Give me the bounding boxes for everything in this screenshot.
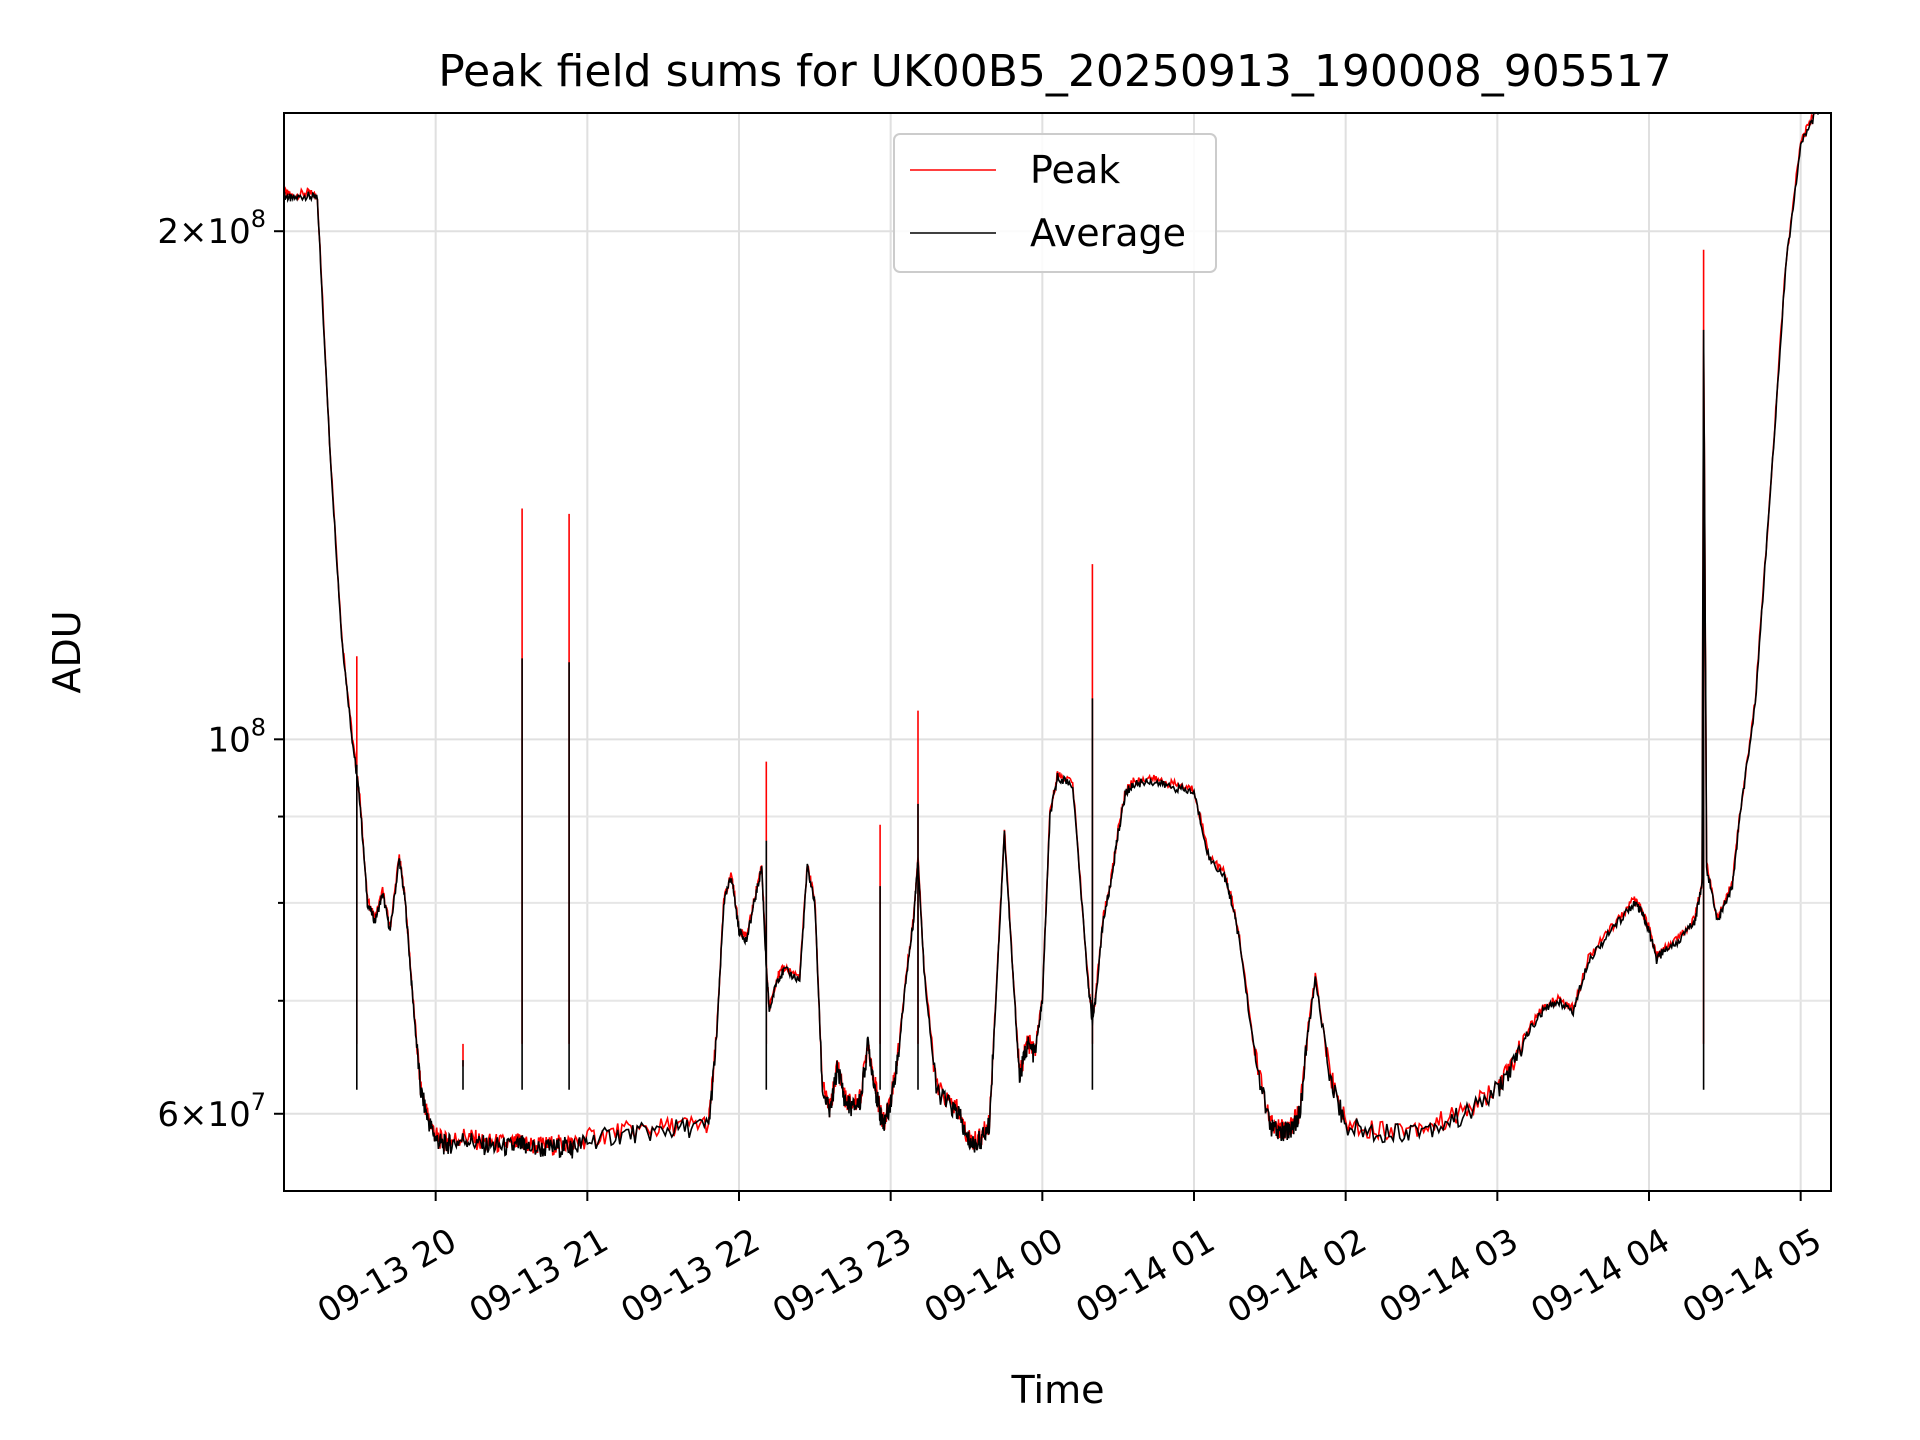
y-tick-label: 6×107 xyxy=(157,1088,266,1135)
average-series-line xyxy=(284,113,1820,1159)
legend-peak-label: Peak xyxy=(1030,148,1120,192)
y-axis-label: ADU xyxy=(45,610,89,693)
legend-box xyxy=(893,133,1217,273)
legend: Peak Average xyxy=(893,133,1217,273)
grid xyxy=(284,113,1831,1191)
plot-frame xyxy=(283,112,1832,1192)
y-axis: 6×107 108 2×108 xyxy=(157,205,284,1135)
x-axis-label: Time xyxy=(1011,1368,1105,1412)
chart-title: Peak field sums for UK00B5_20250913_1900… xyxy=(438,46,1672,97)
plot-area xyxy=(284,113,1820,1159)
y-tick-label: 2×108 xyxy=(157,205,266,252)
legend-average-label: Average xyxy=(1030,211,1186,255)
y-tick-label: 108 xyxy=(207,713,266,760)
